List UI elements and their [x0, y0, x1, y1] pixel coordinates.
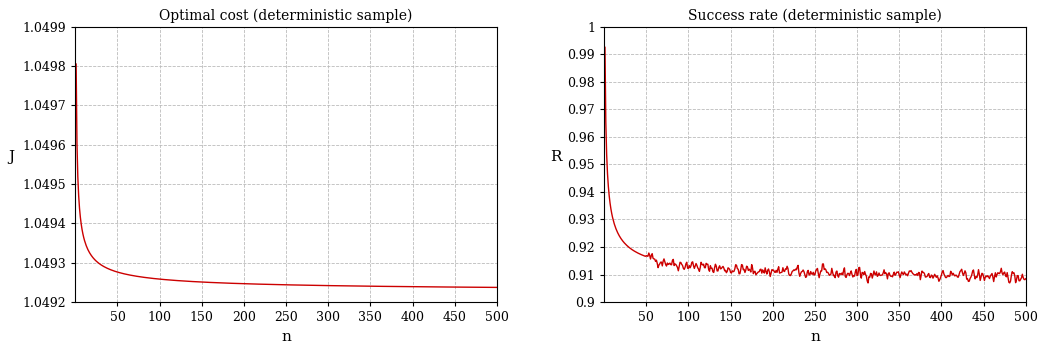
Title: Optimal cost (deterministic sample): Optimal cost (deterministic sample) — [159, 8, 413, 23]
X-axis label: n: n — [810, 330, 820, 344]
Title: Success rate (deterministic sample): Success rate (deterministic sample) — [688, 8, 941, 23]
Y-axis label: J: J — [8, 150, 15, 164]
Y-axis label: R: R — [550, 150, 562, 164]
X-axis label: n: n — [281, 330, 291, 344]
